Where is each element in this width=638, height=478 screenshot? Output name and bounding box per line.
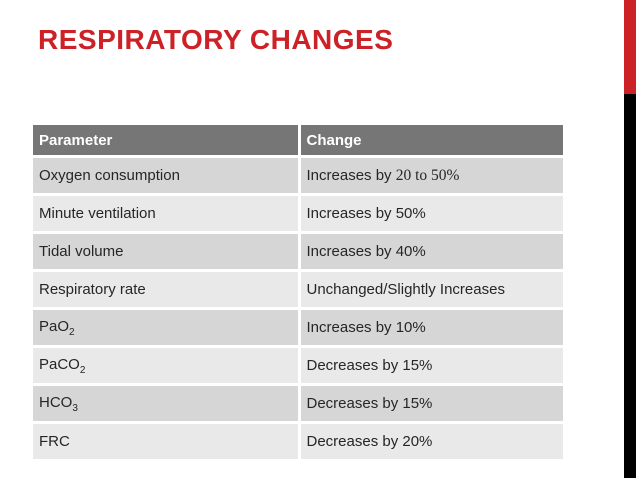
change-cell: Decreases by 20% xyxy=(299,422,563,462)
cell-text-segment: Decreases by 15% xyxy=(306,395,433,412)
cell-text-segment: Tidal volume xyxy=(39,243,124,260)
cell-text-segment: Decreases by 15% xyxy=(306,357,433,374)
table-body: Oxygen consumption Increases by 20 to 50%… xyxy=(33,156,563,462)
parameter-cell: PaCO2 xyxy=(33,346,301,386)
change-cell: Decreases by 15% xyxy=(299,384,563,424)
subscript-text: 2 xyxy=(69,326,75,338)
change-cell: Increases by 40% xyxy=(299,232,563,272)
table-row: PaO2 Increases by 10% xyxy=(33,308,563,348)
cell-text-segment: Oxygen consumption xyxy=(39,167,180,184)
cell-text-segment: HCO xyxy=(39,393,73,411)
accent-stripe-black xyxy=(624,94,636,478)
table-row: Minute ventilation Increases by 50% xyxy=(33,194,563,234)
cell-text-segment: Respiratory rate xyxy=(39,281,146,298)
cell-text-segment: Decreases by 20% xyxy=(306,433,433,450)
slide-title: RESPIRATORY CHANGES xyxy=(38,24,394,55)
change-cell: Unchanged/Slightly Increases xyxy=(299,270,563,310)
change-cell: Increases by 10% xyxy=(299,308,563,348)
parameter-cell: Tidal volume xyxy=(33,232,301,272)
table-row: Oxygen consumption Increases by 20 to 50% xyxy=(33,156,563,196)
subscript-text: 3 xyxy=(72,402,78,414)
column-header-parameter: Parameter xyxy=(33,125,301,158)
parameter-cell: PaO2 xyxy=(33,308,301,348)
cell-text-segment: PaCO xyxy=(39,355,80,373)
parameter-cell: FRC xyxy=(33,422,301,462)
change-cell: Increases by 50% xyxy=(299,194,563,234)
table-row: HCO3 Decreases by 15% xyxy=(33,384,563,424)
cell-text-segment: FRC xyxy=(39,433,70,450)
cell-text-segment: 20 to 50% xyxy=(395,166,460,184)
table-row: Respiratory rate Unchanged/Slightly Incre… xyxy=(33,270,563,310)
parameter-cell: Minute ventilation xyxy=(33,194,301,234)
accent-stripe-red xyxy=(624,0,636,94)
change-cell: Decreases by 15% xyxy=(299,346,563,386)
table-row: Tidal volume Increases by 40% xyxy=(33,232,563,272)
table-row: FRC Decreases by 20% xyxy=(33,422,563,462)
column-header-change: Change xyxy=(299,125,563,158)
cell-text-segment: Minute ventilation xyxy=(39,205,156,222)
subscript-text: 2 xyxy=(79,364,86,376)
parameter-cell: HCO3 xyxy=(33,384,301,424)
respiratory-changes-table: Parameter Change Oxygen consumption Incre… xyxy=(33,125,563,462)
cell-text-segment: Increases by xyxy=(306,166,396,184)
cell-text-segment: Increases by 50% xyxy=(306,205,426,222)
cell-text-segment: Unchanged/Slightly Increases xyxy=(306,281,505,298)
cell-text-segment: Increases by 40% xyxy=(306,243,426,260)
cell-text-segment: Increases by 10% xyxy=(306,319,426,336)
table-header-row: Parameter Change xyxy=(33,125,563,158)
change-cell: Increases by 20 to 50% xyxy=(299,156,563,196)
table-row: PaCO2 Decreases by 15% xyxy=(33,346,563,386)
parameter-cell: Respiratory rate xyxy=(33,270,301,310)
parameter-cell: Oxygen consumption xyxy=(33,156,301,196)
cell-text-segment: PaO xyxy=(39,317,70,335)
